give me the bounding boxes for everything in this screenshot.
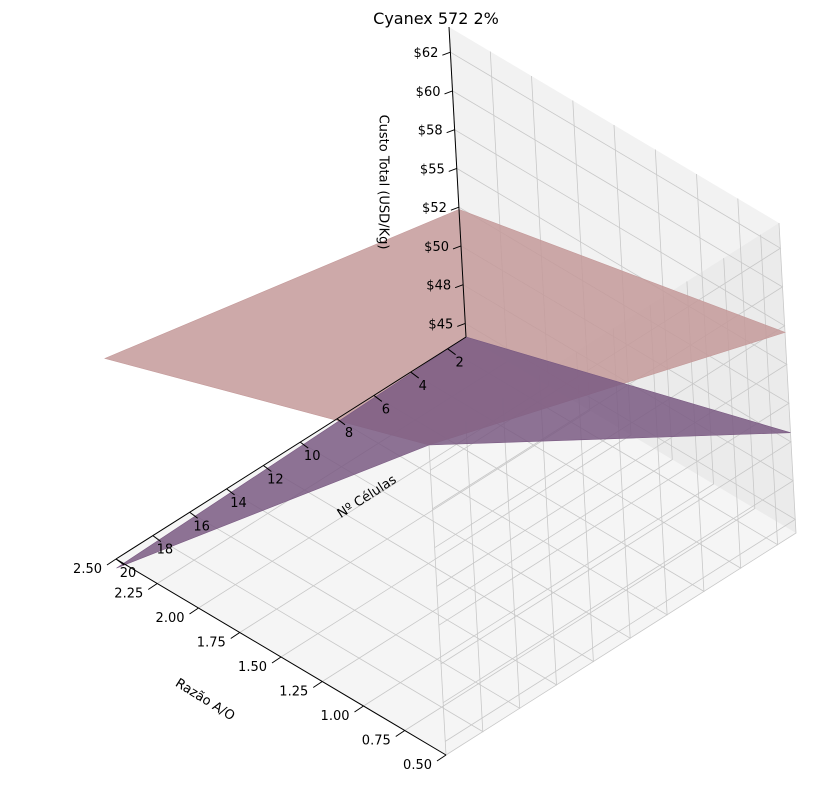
y-tick-label: 14	[230, 496, 247, 511]
y-tick-label: 8	[345, 426, 353, 441]
z-tick-mark	[446, 129, 455, 134]
y-tick-mark	[299, 441, 309, 449]
grid-line-y	[152, 421, 484, 733]
y-tick-mark	[336, 418, 346, 426]
chart-title: Cyanex 572 2%	[373, 9, 499, 28]
x-tick-mark	[312, 681, 323, 688]
x-tick-label: 2.00	[156, 611, 185, 626]
y-tick-mark	[152, 535, 162, 543]
y-tick-mark	[263, 465, 272, 472]
z-tick-label: $55	[420, 162, 445, 177]
y-tick-mark	[447, 348, 456, 356]
z-tick-mark	[444, 90, 453, 95]
x-axis-label: Razão A/O	[172, 676, 237, 724]
y-axis-line	[115, 336, 467, 560]
x-tick-mark	[271, 656, 282, 664]
x-tick-label: 1.25	[279, 685, 308, 700]
x-tick-label: 1.50	[238, 660, 267, 675]
y-tick-mark	[189, 511, 198, 519]
y-tick-mark	[373, 395, 383, 402]
z-tick-label: $50	[424, 240, 449, 255]
z-tick-label: $52	[422, 201, 447, 216]
z-tick-label: $58	[418, 124, 443, 139]
y-tick-label: 6	[382, 402, 390, 417]
z-tick-mark	[448, 167, 457, 172]
x-tick-mark	[395, 730, 406, 737]
x-tick-label: 2.50	[73, 562, 102, 577]
x-tick-mark	[230, 632, 241, 639]
surfaces	[104, 209, 791, 569]
y-tick-label: 10	[304, 449, 321, 464]
z-axis-label: Custo Total (USD/Kg)	[376, 115, 391, 250]
surface-2	[116, 336, 791, 569]
y-tick-label: 16	[193, 519, 210, 534]
x-tick-label: 0.50	[403, 758, 432, 773]
grid-line-y	[189, 398, 521, 710]
x-tick-label: 0.75	[362, 734, 391, 749]
x-tick-mark	[354, 705, 364, 713]
grid-line-x	[322, 149, 673, 682]
x-tick-label: 1.75	[197, 636, 226, 651]
y-tick-mark	[226, 488, 235, 496]
x-tick-label: 1.00	[321, 709, 350, 724]
x-tick-mark	[147, 583, 158, 590]
y-tick-mark	[410, 371, 420, 379]
z-tick-mark	[452, 245, 462, 250]
grid-line-x	[445, 222, 797, 756]
y-tick-label: 18	[157, 543, 174, 558]
z-axis-line	[448, 26, 467, 338]
y-tick-label: 20	[120, 566, 137, 581]
grid-line-x	[404, 198, 756, 731]
z-tick-label: $62	[414, 46, 439, 61]
grid-line-z	[434, 129, 786, 549]
z-tick-label: $45	[428, 317, 453, 332]
grid-line-y	[226, 374, 557, 686]
tick-labels: 0.50 0.75 1.00 1.25 1.50 1.75 2.00 2.25 2.50 2 4 6 8…	[73, 46, 466, 773]
z-tick-mark	[454, 284, 464, 289]
x-tick-label: 2.25	[114, 587, 143, 602]
grid-line-z	[436, 168, 788, 587]
grid-line-x	[363, 173, 714, 707]
y-tick-mark	[115, 558, 125, 566]
y-tick-label: 2	[455, 356, 463, 371]
grid-line-y	[373, 281, 705, 593]
y-tick-label: 4	[419, 379, 427, 394]
x-tick-mark	[436, 754, 447, 762]
x-tick-mark	[106, 558, 117, 566]
grid-line-y	[263, 351, 594, 663]
z-tick-mark	[442, 51, 451, 56]
y-tick-label: 12	[267, 473, 284, 488]
z-tick-label: $48	[426, 279, 451, 294]
z-tick-mark	[450, 206, 460, 211]
x-tick-mark	[189, 607, 199, 615]
z-tick-mark	[457, 322, 466, 327]
z-tick-label: $60	[416, 85, 441, 100]
